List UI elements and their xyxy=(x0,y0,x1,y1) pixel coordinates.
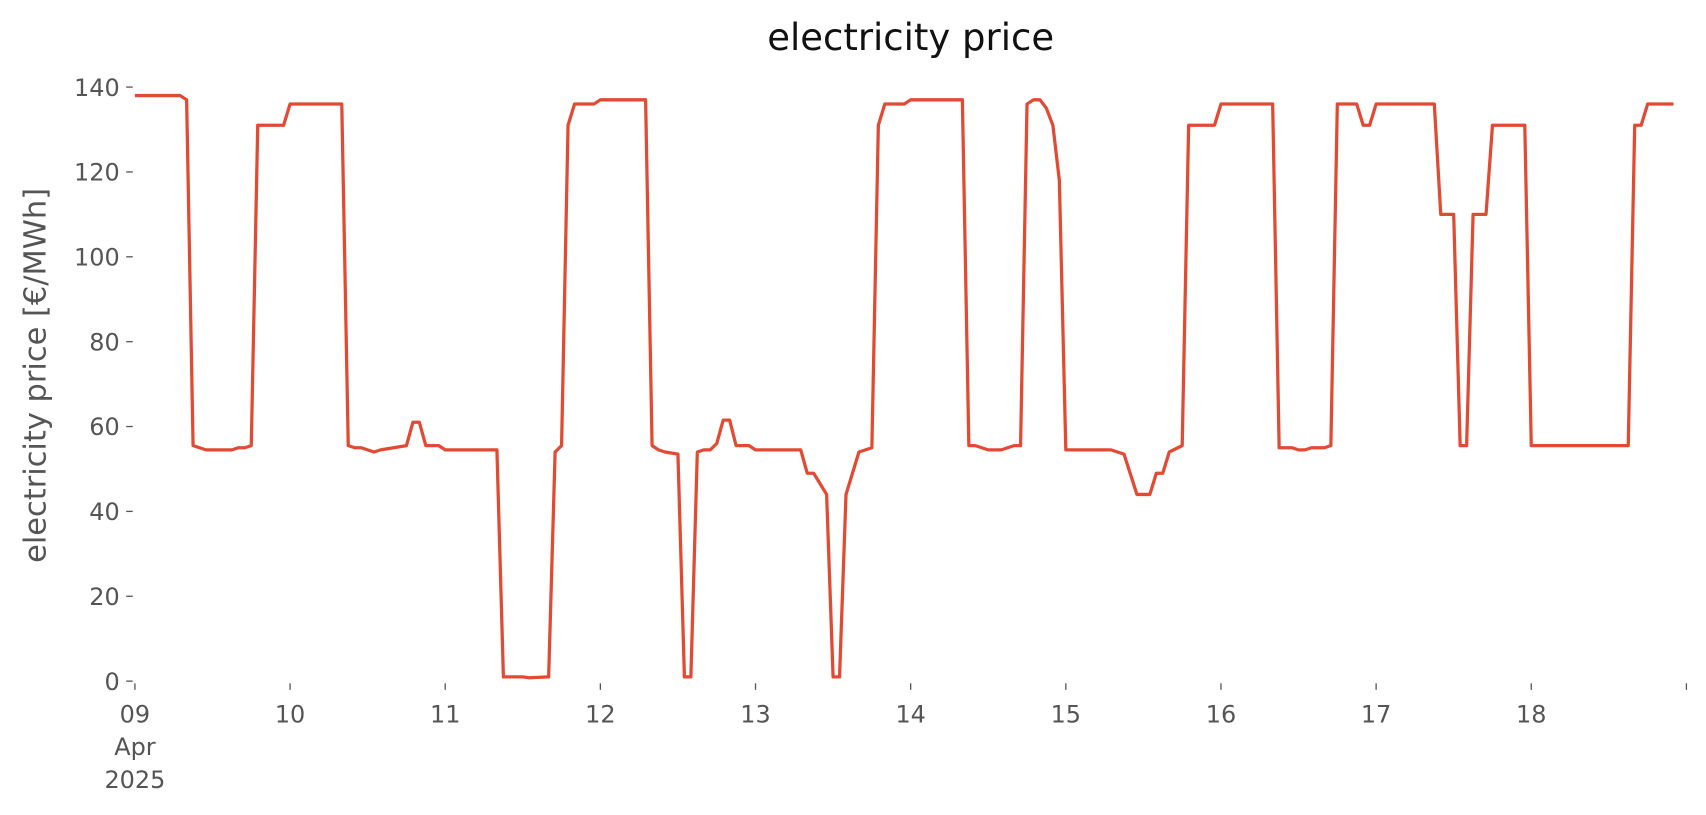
x-tick-label: 17 xyxy=(1361,700,1391,728)
x-tick-label: 16 xyxy=(1206,700,1236,728)
y-tick-label: 120 xyxy=(74,159,120,187)
y-tick-label: 80 xyxy=(89,328,119,356)
x-tick-label: 18 xyxy=(1516,700,1546,728)
y-tick-label: 40 xyxy=(89,498,119,526)
chart-title: electricity price xyxy=(767,16,1054,59)
x-tick-label: 09 Apr 2025 xyxy=(104,700,165,793)
x-tick-label-line: 09 xyxy=(120,700,150,728)
x-tick-label: 15 xyxy=(1051,700,1081,728)
x-tick-label-line: Apr xyxy=(114,733,156,761)
line-series xyxy=(134,93,1674,680)
x-tick-label: 12 xyxy=(585,700,615,728)
y-tick-label: 20 xyxy=(89,583,119,611)
x-tick-label: 11 xyxy=(430,700,460,728)
y-tick-label: 60 xyxy=(89,413,119,441)
y-tick-label: 100 xyxy=(74,244,120,272)
y-axis-label: electricity price [€/MWh] xyxy=(19,188,54,563)
y-tick-label: 0 xyxy=(104,668,119,696)
y-tick-label: 140 xyxy=(74,74,120,102)
x-tick-label-line: 2025 xyxy=(104,766,165,794)
x-tick-label: 10 xyxy=(275,700,305,728)
x-tick-label: 14 xyxy=(895,700,925,728)
x-tick-label: 13 xyxy=(740,700,770,728)
